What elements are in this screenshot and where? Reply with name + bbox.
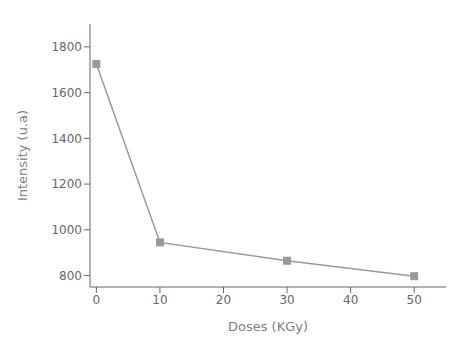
svg-text:10: 10 — [152, 293, 167, 307]
svg-text:800: 800 — [59, 269, 82, 283]
svg-text:Doses (KGy): Doses (KGy) — [228, 319, 308, 334]
svg-text:50: 50 — [407, 293, 422, 307]
svg-text:30: 30 — [279, 293, 294, 307]
svg-text:1400: 1400 — [51, 132, 82, 146]
svg-text:1000: 1000 — [51, 223, 82, 237]
svg-text:20: 20 — [216, 293, 231, 307]
svg-text:40: 40 — [343, 293, 358, 307]
svg-text:0: 0 — [93, 293, 101, 307]
svg-text:Intensity (u.a): Intensity (u.a) — [15, 110, 30, 201]
svg-text:1600: 1600 — [51, 86, 82, 100]
svg-text:1200: 1200 — [51, 177, 82, 191]
svg-text:1800: 1800 — [51, 40, 82, 54]
